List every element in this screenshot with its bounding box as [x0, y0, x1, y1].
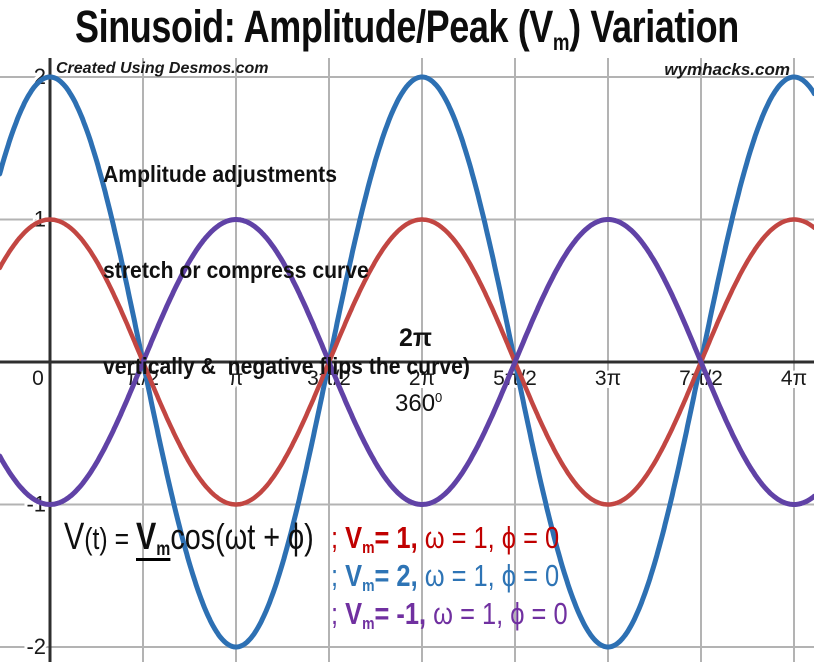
formula-vm-underlined: Vm: [135, 516, 171, 561]
title-subscript: m: [553, 29, 570, 56]
curve-vm=-1: [0, 217, 814, 507]
case-separator: ;: [331, 596, 346, 631]
period-label-radians: 2π: [399, 324, 433, 352]
curve-vm=1: [0, 217, 814, 507]
x-tick-label: π: [229, 367, 244, 390]
x-tick-label: 2π: [409, 367, 435, 390]
formula-vm: V: [135, 516, 157, 558]
case-separator: ;: [331, 520, 346, 555]
formula-case-vm1: ; Vm= 1, ω = 1, ϕ = 0: [331, 520, 559, 558]
formula-case-vm-neg1: ; Vm= -1, ω = 1, ϕ = 0: [331, 596, 568, 634]
case-vm-bold: Vm= -1,: [345, 596, 427, 634]
x-tick-label: 0: [32, 367, 44, 390]
annotation-line: stretch or compress curve: [103, 257, 369, 283]
case-params: ω = 1, ϕ = 0: [417, 520, 560, 555]
case-v: V: [345, 558, 363, 593]
amplitude-annotation: Amplitude adjustments stretch or compres…: [103, 94, 470, 414]
case-eq: = 2,: [374, 558, 418, 593]
period-label-degrees: 3600: [395, 390, 442, 418]
y-tick-label: -2: [26, 634, 46, 659]
annotation-line: vertically & negative flips the curve): [103, 353, 470, 379]
case-v-sub: m: [362, 538, 375, 558]
degrees-value: 360: [395, 390, 436, 417]
case-v-sub: m: [362, 576, 375, 596]
formula-arg: (t) =: [84, 521, 136, 556]
case-params: ω = 1, ϕ = 0: [417, 558, 560, 593]
case-eq: = -1,: [374, 596, 427, 631]
case-v: V: [345, 520, 363, 555]
page-title: Sinusoid: Amplitude/Peak (Vm) Variation: [75, 1, 739, 56]
watermark-desmos: Created Using Desmos.com: [56, 60, 269, 77]
case-v-sub: m: [362, 614, 375, 634]
formula-v: V: [64, 516, 85, 558]
formula-definition: V(t) = Vmcos(ωt + ϕ): [64, 516, 314, 561]
case-v: V: [345, 596, 363, 631]
case-params: ω = 1, ϕ = 0: [426, 596, 568, 631]
formula-cos-term: cos(ωt + ϕ): [170, 516, 314, 557]
x-tick-label: 7π/2: [679, 367, 723, 390]
title-text-end: ) Variation: [569, 1, 739, 53]
case-eq: = 1,: [374, 520, 418, 555]
x-tick-label: 4π: [781, 367, 807, 390]
case-separator: ;: [331, 558, 346, 593]
x-tick-label: 3π: [595, 367, 621, 390]
case-vm-bold: Vm= 1,: [345, 520, 418, 558]
annotation-line: Amplitude adjustments: [103, 161, 337, 187]
title-bar: Sinusoid: Amplitude/Peak (Vm) Variation: [0, 0, 814, 58]
degrees-superscript: 0: [435, 390, 443, 405]
title-text: Sinusoid: Amplitude/Peak (V: [75, 1, 554, 53]
formula-case-vm2: ; Vm= 2, ω = 1, ϕ = 0: [331, 558, 559, 596]
curve-vm=2: [0, 74, 814, 650]
case-vm-bold: Vm= 2,: [345, 558, 418, 596]
formula-vm-sub: m: [156, 537, 171, 560]
watermark-wymhacks: wymhacks.com: [664, 60, 790, 79]
